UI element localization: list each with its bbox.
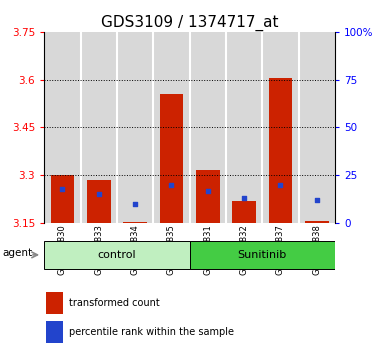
Bar	[51, 175, 74, 223]
Bar	[117, 32, 153, 223]
Bar	[196, 170, 219, 223]
Bar	[299, 32, 335, 223]
Point	[132, 201, 138, 207]
Point	[241, 195, 247, 201]
Bar	[190, 241, 335, 269]
Bar	[226, 32, 262, 223]
Text: transformed count: transformed count	[69, 298, 159, 308]
Point	[96, 192, 102, 197]
Bar	[190, 32, 226, 223]
Bar	[80, 32, 117, 223]
Text: control: control	[98, 250, 136, 260]
Bar	[46, 292, 63, 314]
Point	[59, 186, 65, 192]
Point	[277, 182, 283, 188]
Bar	[153, 32, 189, 223]
Bar	[232, 201, 256, 223]
Bar	[44, 32, 80, 223]
Bar	[160, 94, 183, 223]
Point	[205, 188, 211, 193]
Point	[168, 182, 174, 188]
Text: Sunitinib: Sunitinib	[238, 250, 287, 260]
Bar	[44, 241, 190, 269]
Text: percentile rank within the sample: percentile rank within the sample	[69, 327, 234, 337]
Bar	[87, 180, 110, 223]
Bar	[46, 320, 63, 343]
Bar	[123, 222, 147, 223]
Point	[314, 197, 320, 203]
Bar	[262, 32, 299, 223]
Bar	[269, 78, 292, 223]
Bar	[305, 221, 328, 223]
Title: GDS3109 / 1374717_at: GDS3109 / 1374717_at	[101, 14, 278, 30]
Text: agent: agent	[2, 248, 32, 258]
